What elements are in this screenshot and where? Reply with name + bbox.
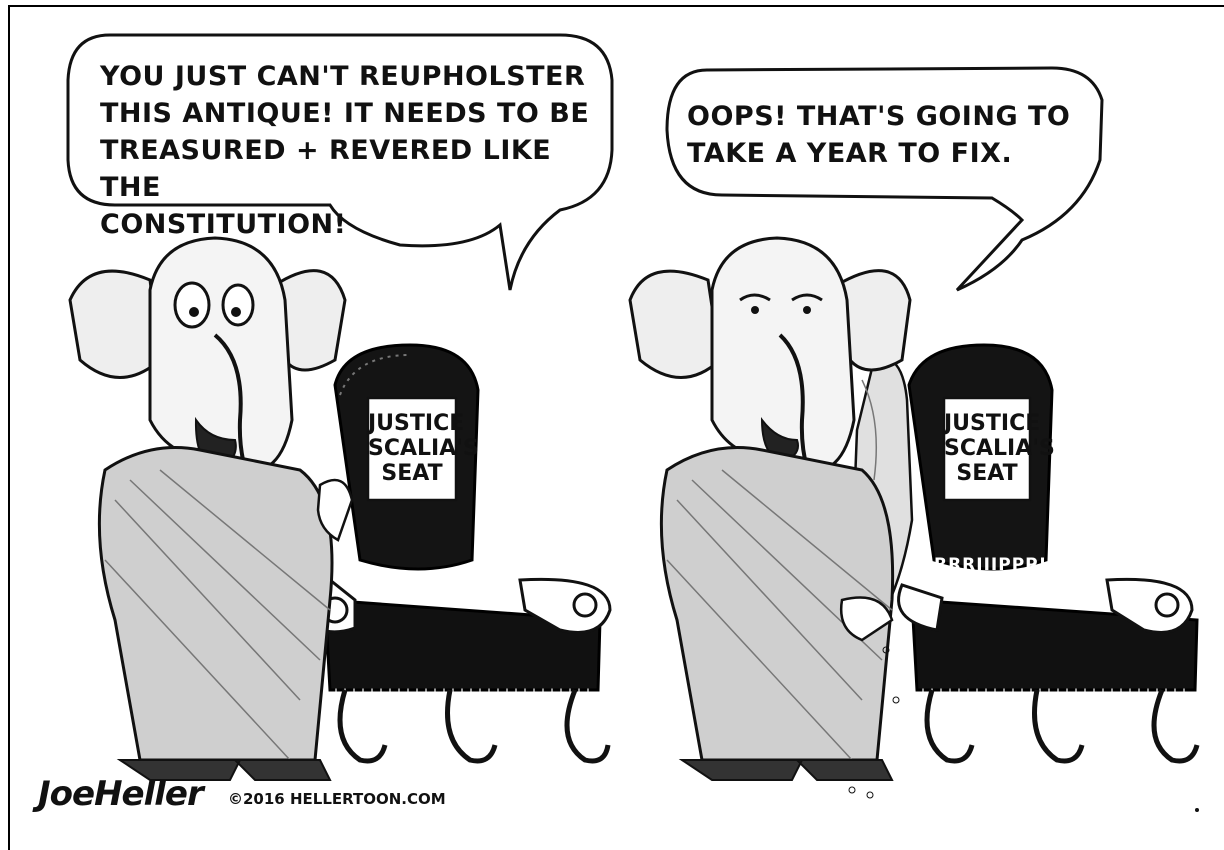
elephant-left xyxy=(68,236,354,781)
speech-bubble-left xyxy=(66,33,614,291)
frame-left xyxy=(8,5,10,850)
left-panel-drawing xyxy=(66,33,614,781)
panel-left: YOU JUST CAN'T REUPHOLSTER THIS ANTIQUE!… xyxy=(66,33,614,781)
chair-right xyxy=(847,343,1200,764)
chair-sign-text-left: JUSTICE SCALIA'S SEAT xyxy=(368,411,479,486)
panel-right: OOPS! THAT'S GOING TO TAKE A YEAR TO FIX… xyxy=(612,0,1224,850)
chair-sign-text-right: JUSTICE SCALIA'S SEAT xyxy=(944,411,1055,486)
frame-top xyxy=(8,5,1224,7)
speech-text-left: YOU JUST CAN'T REUPHOLSTER THIS ANTIQUE!… xyxy=(100,61,590,240)
right-panel-drawing xyxy=(628,66,1200,812)
artist-signature: JoeHeller xyxy=(38,774,204,814)
elephant-right xyxy=(628,236,912,781)
rip-sound-effect: RRRIIIPPP!! xyxy=(934,555,1057,575)
chair-left xyxy=(302,343,612,764)
copyright-text: ©2016 HELLERTOON.COM xyxy=(228,790,446,808)
chair-sign-left xyxy=(366,396,458,502)
speech-text-right: OOPS! THAT'S GOING TO TAKE A YEAR TO FIX… xyxy=(687,101,1071,169)
chair-sign-right xyxy=(942,396,1032,502)
speech-bubble-right xyxy=(665,66,1104,292)
